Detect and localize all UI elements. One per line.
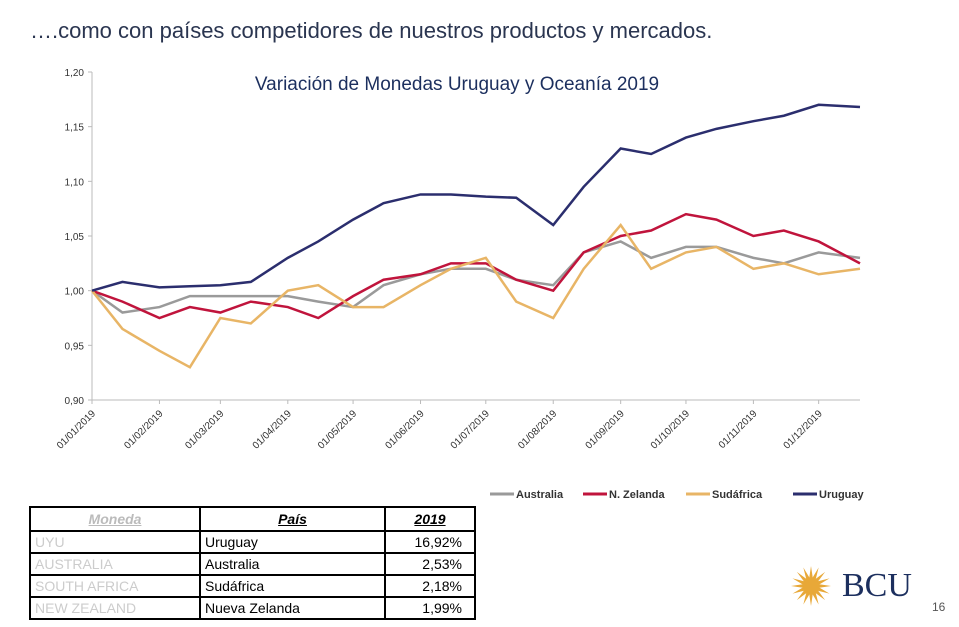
y-tick-label: 1,10	[65, 177, 85, 188]
series-line-nzelanda	[91, 212, 861, 320]
x-tick-label: 01/07/2019	[449, 408, 492, 451]
header-moneda: Moneda	[29, 506, 201, 532]
x-tick-label: 01/03/2019	[183, 408, 226, 451]
table-header-row: Moneda País 2019	[29, 506, 476, 532]
x-tick-label: 01/11/2019	[717, 408, 760, 451]
x-tick-label: 01/04/2019	[251, 408, 294, 451]
y-tick-label: 0,95	[65, 341, 85, 352]
y-tick-label: 1,20	[65, 68, 85, 79]
logo-text: BCU	[842, 567, 912, 604]
series-line-australia	[91, 240, 861, 314]
moneda-cell: NEW ZEALAND	[29, 596, 201, 620]
variation-cell: 2,18%	[384, 574, 476, 598]
x-tick-label: 01/06/2019	[383, 408, 426, 451]
table-row: AUSTRALIA Australia 2,53%	[29, 552, 476, 576]
moneda-cell: UYU	[29, 530, 201, 554]
pais-cell: Sudáfrica	[199, 574, 386, 598]
bcu-logo: BCU	[790, 565, 912, 607]
x-tick-label: 01/05/2019	[316, 408, 359, 451]
table-row: SOUTH AFRICA Sudáfrica 2,18%	[29, 574, 476, 598]
x-tick-label: 01/02/2019	[122, 408, 165, 451]
x-tick-label: 01/09/2019	[584, 408, 627, 451]
y-tick-label: 0,90	[65, 396, 85, 407]
header-2019: 2019	[384, 506, 476, 532]
header-pais: País	[199, 506, 386, 532]
table-row: UYU Uruguay 16,92%	[29, 530, 476, 554]
slide-heading: ….como con países competidores de nuestr…	[30, 18, 713, 43]
x-tick-label: 01/10/2019	[649, 408, 692, 451]
moneda-cell: AUSTRALIA	[29, 552, 201, 576]
legend-label: N. Zelanda	[609, 489, 666, 501]
currency-line-chart: Variación de Monedas Uruguay y Oceanía 2…	[55, 68, 865, 501]
pais-cell: Nueva Zelanda	[199, 596, 386, 620]
y-tick-label: 1,05	[65, 232, 85, 243]
currency-table: Moneda País 2019 UYU Uruguay 16,92% AUSTRAL…	[29, 506, 476, 620]
legend-label: Sudáfrica	[712, 489, 763, 501]
table-row: NEW ZEALAND Nueva Zelanda 1,99%	[29, 596, 476, 620]
y-tick-label: 1,15	[65, 123, 85, 134]
y-tick-label: 1,00	[65, 287, 85, 298]
legend-label: Australia	[516, 489, 564, 501]
page-number: 16	[932, 600, 946, 614]
variation-cell: 16,92%	[384, 530, 476, 554]
variation-cell: 2,53%	[384, 552, 476, 576]
pais-cell: Uruguay	[199, 530, 386, 554]
variation-cell: 1,99%	[384, 596, 476, 620]
x-tick-label: 01/12/2019	[782, 408, 825, 451]
series-line-uruguay	[91, 103, 861, 292]
x-tick-label: 01/08/2019	[516, 408, 559, 451]
legend-label: Uruguay	[819, 489, 865, 501]
series-line-sudfrica	[91, 223, 861, 369]
x-tick-label: 01/01/2019	[55, 408, 98, 451]
pais-cell: Australia	[199, 552, 386, 576]
sun-icon	[791, 566, 831, 606]
moneda-cell: SOUTH AFRICA	[29, 574, 201, 598]
chart-title: Variación de Monedas Uruguay y Oceanía 2…	[255, 74, 659, 95]
